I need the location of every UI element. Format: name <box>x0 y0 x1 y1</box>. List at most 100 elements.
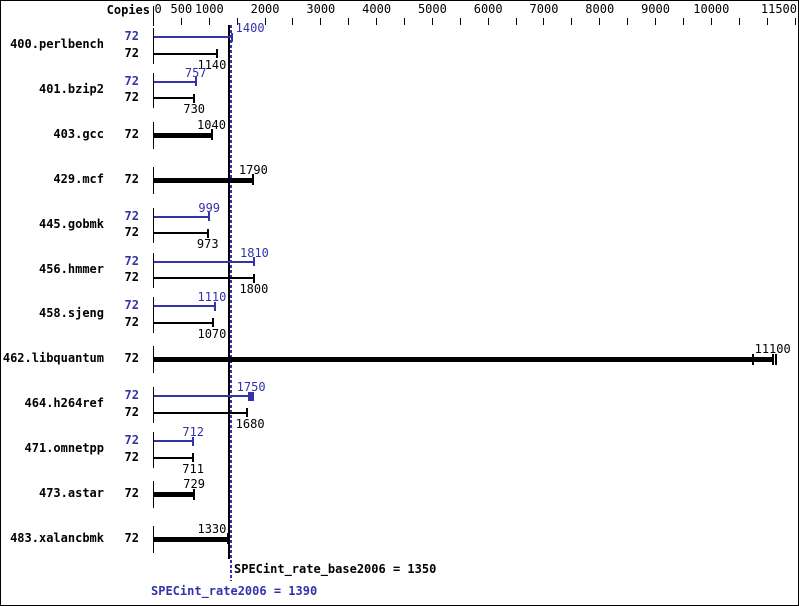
group-axis-bracket <box>153 481 154 508</box>
bar-end-cap <box>193 488 196 500</box>
base-peak-bar <box>154 357 773 363</box>
axis-minor-tick <box>320 18 322 25</box>
peak-rate-reference-line <box>230 25 233 581</box>
group-axis-bracket <box>153 297 154 333</box>
bar-value-label: 711 <box>182 461 204 476</box>
base-peak-bar <box>154 132 212 138</box>
peak-bar <box>154 440 194 443</box>
group-axis-bracket <box>153 166 154 194</box>
copies-value: 72 <box>124 225 139 240</box>
peak-bar <box>154 395 252 398</box>
axis-tick-label: 7000 <box>529 2 559 16</box>
axis-minor-tick <box>487 18 489 25</box>
copies-value: 72 <box>124 449 139 464</box>
axis-minor-tick <box>264 18 266 25</box>
bar-value-label: 1070 <box>197 326 227 341</box>
bar-value-label: 973 <box>196 237 219 252</box>
base-peak-bar <box>154 492 195 497</box>
group-axis-bracket <box>153 207 154 244</box>
bar-end-cap <box>194 77 197 87</box>
run-marker-tick <box>751 353 754 365</box>
copies-value: 72 <box>124 29 139 43</box>
bar-value-label: 1330 <box>197 521 227 536</box>
base-bar <box>154 97 195 100</box>
benchmark-name: 464.h264ref <box>24 396 104 411</box>
bar-value-label: 1790 <box>238 162 268 177</box>
benchmark-name: 445.gobmk <box>38 216 104 231</box>
bar-end-cap <box>210 129 213 141</box>
axis-tick-label: 0 <box>154 2 162 16</box>
bar-value-label: 712 <box>182 425 205 440</box>
copies-value: 72 <box>124 45 139 60</box>
axis-tick-label: 10000 <box>693 2 730 16</box>
bar-value-label: 1400 <box>235 21 265 35</box>
copies-value: 72 <box>124 298 139 313</box>
benchmark-name: 462.libquantum <box>2 351 104 366</box>
copies-value: 72 <box>124 73 139 88</box>
bar-value-label: 11100 <box>754 342 791 357</box>
benchmark-name: 401.bzip2 <box>38 81 104 96</box>
bar-value-label: 757 <box>184 65 207 80</box>
group-axis-bracket <box>153 72 154 109</box>
copies-column-header: Copies <box>106 3 150 17</box>
peak-rate-label: SPECint_rate2006 = 1390 <box>151 584 318 598</box>
axis-minor-tick <box>180 18 182 25</box>
base-rate-label: SPECint_rate_base2006 = 1350 <box>234 562 437 576</box>
axis-tick-label: 11500 <box>760 2 797 16</box>
base-bar <box>154 321 214 324</box>
group-axis-bracket <box>153 432 154 468</box>
axis-minor-tick <box>208 18 210 25</box>
axis-minor-tick <box>459 18 461 25</box>
group-axis-bracket <box>153 346 154 374</box>
peak-bar <box>154 36 232 38</box>
bar-end-cap <box>214 301 217 311</box>
copies-value: 72 <box>124 171 139 186</box>
base-bar <box>154 411 248 414</box>
axis-tick-label: 5000 <box>417 2 447 16</box>
axis-minor-tick <box>738 18 740 25</box>
group-axis-bracket <box>153 387 154 423</box>
bar-end-cap <box>252 273 255 283</box>
axis-minor-tick <box>766 18 768 25</box>
benchmark-name: 473.astar <box>38 486 104 500</box>
axis-minor-tick <box>236 18 238 25</box>
benchmark-name: 403.gcc <box>53 126 104 141</box>
copies-value: 72 <box>124 351 139 366</box>
axis-minor-tick <box>710 18 712 25</box>
bar-value-label: 1800 <box>239 282 269 296</box>
bar-end-cap <box>192 436 195 446</box>
axis-minor-tick <box>794 18 796 25</box>
base-peak-bar <box>154 536 228 542</box>
bar-end-cap <box>230 32 233 42</box>
base-bar <box>154 456 194 459</box>
axis-minor-tick <box>599 18 601 25</box>
peak-bar <box>154 80 196 83</box>
axis-tick-label: 4000 <box>362 2 392 16</box>
copies-value: 72 <box>124 270 139 284</box>
axis-minor-tick <box>682 18 684 25</box>
bar-value-label: 1140 <box>197 57 227 72</box>
copies-value: 72 <box>124 486 139 500</box>
bar-value-label: 729 <box>183 477 205 491</box>
group-axis-bracket <box>153 121 154 149</box>
peak-bar <box>154 305 216 308</box>
axis-minor-tick <box>655 18 657 25</box>
group-axis-bracket <box>153 28 154 64</box>
bar-end-cap <box>771 353 774 365</box>
copies-value: 72 <box>124 530 139 545</box>
run-marker-tick <box>775 353 778 365</box>
bar-value-label: 1680 <box>235 416 265 431</box>
axis-minor-tick <box>543 18 545 25</box>
copies-value: 72 <box>124 433 139 448</box>
bar-end-cap <box>226 533 229 545</box>
bar-end-cap <box>193 93 196 103</box>
base-bar <box>154 232 208 235</box>
run-marker-tick <box>247 391 250 401</box>
bar-end-cap <box>253 257 256 266</box>
base-peak-bar <box>154 177 254 183</box>
axis-minor-tick <box>431 18 433 25</box>
peak-bar <box>154 260 255 263</box>
axis-minor-tick <box>515 18 517 25</box>
